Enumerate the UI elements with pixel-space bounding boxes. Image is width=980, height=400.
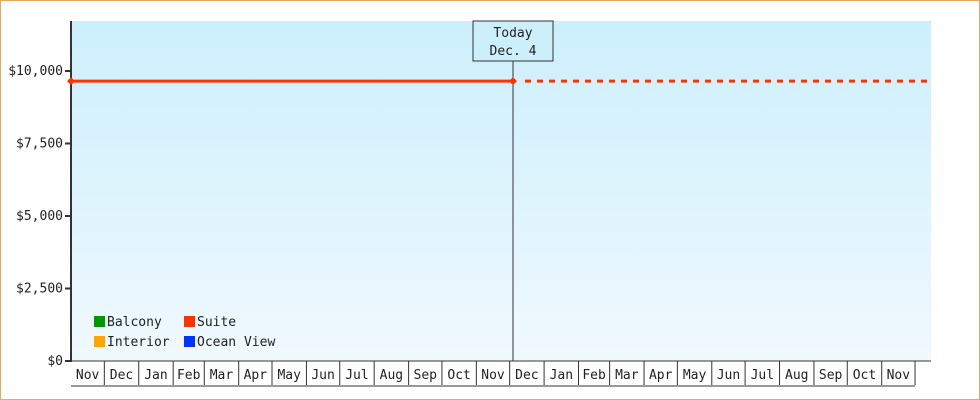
data-point xyxy=(509,77,517,86)
plot-area xyxy=(71,21,931,361)
legend-label: Suite xyxy=(197,315,236,330)
legend-swatch-balcony xyxy=(94,316,105,327)
month-label: Dec xyxy=(110,368,133,383)
month-label: Oct xyxy=(853,368,876,383)
today-box xyxy=(472,20,554,62)
legend-label: Balcony xyxy=(107,315,162,330)
data-point xyxy=(67,77,75,86)
month-label: May xyxy=(683,368,707,383)
y-tick-label: $5,000 xyxy=(16,209,63,224)
month-label: Dec xyxy=(515,368,538,383)
month-label: Mar xyxy=(210,368,234,383)
month-label: Jun xyxy=(717,368,740,383)
month-label: Sep xyxy=(819,368,843,383)
legend-label: Interior xyxy=(107,335,170,350)
y-tick-label: $2,500 xyxy=(16,281,63,296)
y-tick-label: $0 xyxy=(47,354,63,369)
month-label: Oct xyxy=(447,368,470,383)
month-label: Jan xyxy=(144,368,167,383)
y-tick-label: $10,000 xyxy=(8,64,63,79)
month-label: Nov xyxy=(76,368,100,383)
legend-swatch-interior xyxy=(94,336,105,347)
month-label: Mar xyxy=(615,368,639,383)
month-label: Apr xyxy=(649,368,673,383)
legend-label: Ocean View xyxy=(197,335,275,350)
month-label: Sep xyxy=(414,368,438,383)
month-label: Nov xyxy=(887,368,911,383)
month-label: Feb xyxy=(177,368,201,383)
month-label: Aug xyxy=(380,368,403,383)
month-label: Jan xyxy=(550,368,573,383)
today-label: Today xyxy=(493,26,532,41)
month-label: Nov xyxy=(481,368,505,383)
month-label: Jun xyxy=(311,368,334,383)
month-label: Apr xyxy=(244,368,268,383)
today-date: Dec. 4 xyxy=(490,44,537,59)
legend-swatch-suite xyxy=(184,316,195,327)
month-label: Feb xyxy=(582,368,606,383)
month-label: Jul xyxy=(751,368,774,383)
y-tick-label: $7,500 xyxy=(16,136,63,151)
month-label: May xyxy=(277,368,301,383)
month-label: Jul xyxy=(345,368,368,383)
legend-swatch-ocean-view xyxy=(184,336,195,347)
month-label: Aug xyxy=(785,368,808,383)
